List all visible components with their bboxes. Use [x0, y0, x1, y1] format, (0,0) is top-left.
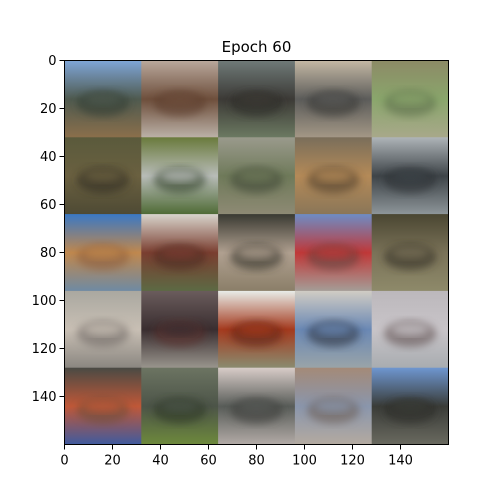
image-grid [64, 60, 449, 445]
y-tick-label: 60 [40, 198, 57, 213]
x-tick-label: 140 [388, 454, 413, 469]
y-axis: 0 20 40 60 80 100 120 140 [32, 54, 65, 405]
y-tick-label: 140 [32, 390, 57, 405]
image-tile [64, 214, 142, 292]
image-tile [141, 367, 219, 445]
x-tick-label: 80 [248, 454, 265, 469]
x-tick-label: 120 [340, 454, 365, 469]
x-tick-label: 40 [152, 454, 169, 469]
plot-title: Epoch 60 [222, 38, 292, 56]
image-tile [371, 367, 449, 445]
image-tile [218, 60, 296, 138]
image-tile [141, 137, 219, 215]
image-tile [141, 60, 219, 138]
image-tile [294, 367, 373, 445]
image-tile [294, 60, 373, 138]
y-tick-label: 80 [40, 246, 57, 261]
y-tick-label: 120 [32, 342, 57, 357]
image-tile [218, 290, 296, 369]
image-tile [371, 60, 449, 138]
y-tick-label: 100 [32, 294, 57, 309]
x-axis: 0 20 40 60 80 100 120 140 [60, 444, 413, 469]
image-tile [218, 367, 296, 445]
image-tile [141, 214, 219, 292]
image-tile [294, 137, 373, 215]
y-tick-label: 0 [48, 54, 56, 69]
image-tile [64, 137, 142, 215]
image-tile [218, 137, 296, 215]
image-tile [64, 367, 142, 445]
image-tile [141, 290, 219, 369]
x-tick-label: 0 [60, 454, 68, 469]
image-tile [371, 290, 449, 369]
image-tile [64, 60, 142, 138]
y-tick-label: 20 [40, 102, 57, 117]
image-tile [294, 290, 373, 369]
x-tick-label: 20 [104, 454, 121, 469]
image-tile [294, 214, 373, 292]
image-tile [64, 290, 142, 369]
image-tile [371, 214, 449, 292]
x-tick-label: 60 [200, 454, 217, 469]
image-tile [371, 137, 449, 215]
image-tile [218, 214, 296, 292]
x-tick-label: 100 [292, 454, 317, 469]
y-tick-label: 40 [40, 150, 57, 165]
